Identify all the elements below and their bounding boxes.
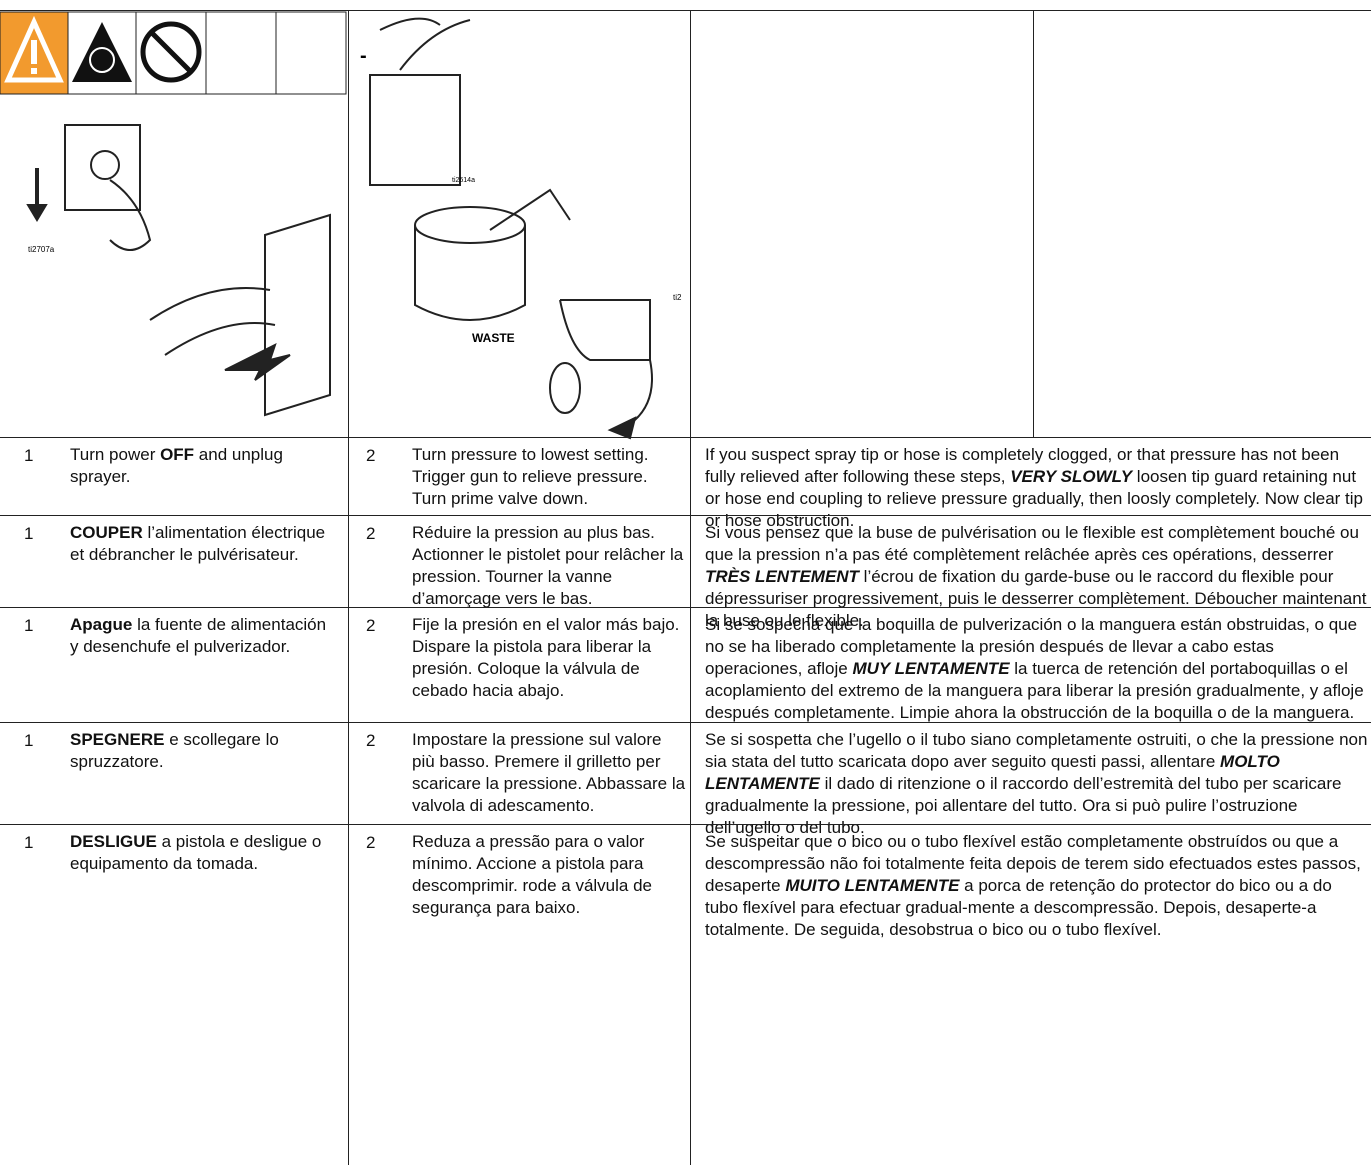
- rule: [0, 10, 1371, 11]
- note-text: Si se sospecha que la boquilla de pulver…: [705, 614, 1369, 724]
- step-text: Fije la presión en el valor más bajo. Di…: [412, 614, 686, 702]
- sign: -: [360, 45, 367, 67]
- figure-id: ti2614a: [452, 177, 475, 184]
- text: and unplug sprayer.: [70, 445, 283, 486]
- gauge-label: MPa / bar / PSI: [78, 84, 126, 91]
- step-text: Impostare la pressione sul valore più ba…: [412, 729, 686, 817]
- spray-illustration: [369, 17, 653, 440]
- rule: [0, 824, 1371, 825]
- figure-id: ti2707a: [28, 245, 55, 254]
- step-text: Turn pressure to lowest setting. Trigger…: [412, 444, 686, 510]
- text: e scollegare lo spruzzatore.: [70, 730, 279, 771]
- text: Reduza a pressão para o valor mínimo. Ac…: [412, 832, 653, 917]
- step-number: 2: [366, 833, 376, 852]
- text: Turn pressure to lowest setting. Trigger…: [412, 445, 649, 508]
- text: Impostare la pressione sul valore più ba…: [412, 730, 686, 815]
- text: Fije la presión en el valor más bajo. Di…: [412, 615, 680, 700]
- rule: [0, 437, 1371, 438]
- text: a porca de retenção do protector do bico…: [705, 876, 1332, 939]
- step-number: 2: [366, 731, 376, 750]
- text: Se si sospetta che l’ugello o il tubo si…: [705, 730, 1368, 771]
- note-text: Se si sospetta che l’ugello o il tubo si…: [705, 729, 1369, 839]
- note-text: Se suspeitar que o bico ou o tubo flexív…: [705, 831, 1369, 941]
- note-text: Si vous pensez que la buse de pulvérisat…: [705, 522, 1369, 632]
- step-text: Apague la fuente de alimentación y desen…: [70, 614, 338, 658]
- step-text: Réduire la pression au plus bas. Actionn…: [412, 522, 686, 610]
- emphasis: DESLIGUE: [70, 832, 157, 851]
- warning-triangle: [4, 15, 64, 83]
- text: Turn power: [70, 445, 161, 464]
- rule: [0, 515, 1371, 516]
- rule: [0, 722, 1371, 723]
- emphasis: Apague: [70, 615, 133, 634]
- emphasis: MUY LENTAMENTE: [852, 659, 1010, 678]
- rule: [690, 10, 691, 1165]
- waste-label: WASTE: [472, 331, 515, 345]
- step-number: 2: [366, 616, 376, 635]
- rule: [348, 10, 349, 1165]
- emphasis: VERY SLOWLY: [1010, 467, 1133, 486]
- step-number: 1: [24, 616, 34, 635]
- step-text: DESLIGUE a pistola e desligue o equipame…: [70, 831, 338, 875]
- emphasis: MOLTO LENTAMENTE: [705, 752, 1280, 793]
- text: l’alimentation électrique et débrancher …: [70, 523, 326, 564]
- rule: [1033, 10, 1034, 437]
- illustrations: MPa / bar / PSI ti2707a - ti2614a WASTE …: [0, 11, 682, 440]
- emphasis: COUPER: [70, 523, 143, 542]
- step-text: Turn power OFF and unplug sprayer.: [70, 444, 338, 488]
- rule: [0, 607, 1371, 608]
- emphasis: OFF: [160, 445, 195, 464]
- step-text: COUPER l’alimentation électrique et débr…: [70, 522, 338, 566]
- text: l’écrou de fixation du garde-buse ou le …: [705, 567, 1367, 630]
- text: loosen tip guard retaining nut or hose e…: [705, 467, 1363, 530]
- text: Si se sospecha que la boquilla de pulver…: [705, 615, 1358, 678]
- emphasis: TRÈS LENTEMENT: [705, 567, 859, 586]
- step-number: 1: [24, 731, 34, 750]
- emphasis: MUITO LENTAMENTE: [785, 876, 960, 895]
- step-number: 1: [24, 446, 34, 465]
- text: If you suspect spray tip or hose is comp…: [705, 445, 1340, 486]
- text: il dado di ritenzione o il raccordo dell…: [705, 774, 1342, 837]
- text: Réduire la pression au plus bas. Actionn…: [412, 523, 684, 608]
- step-number: 2: [366, 446, 376, 465]
- text: a pistola e desligue o equipamento da to…: [70, 832, 322, 873]
- emphasis: SPEGNERE: [70, 730, 165, 749]
- text: Si vous pensez que la buse de pulvérisat…: [705, 523, 1359, 564]
- step-text: Reduza a pressão para o valor mínimo. Ac…: [412, 831, 686, 919]
- step-number: 2: [366, 524, 376, 543]
- figure-id: ti2: [673, 293, 682, 302]
- text: Se suspeitar que o bico ou o tubo flexív…: [705, 832, 1361, 895]
- text: la tuerca de retención del portaboquilla…: [705, 659, 1364, 722]
- unplug-illustration: [26, 124, 331, 417]
- note-text: If you suspect spray tip or hose is comp…: [705, 444, 1369, 532]
- step-number: 1: [24, 524, 34, 543]
- step-number: 1: [24, 833, 34, 852]
- text: la fuente de alimentación y desenchufe e…: [70, 615, 327, 656]
- step-text: SPEGNERE e scollegare lo spruzzatore.: [70, 729, 338, 773]
